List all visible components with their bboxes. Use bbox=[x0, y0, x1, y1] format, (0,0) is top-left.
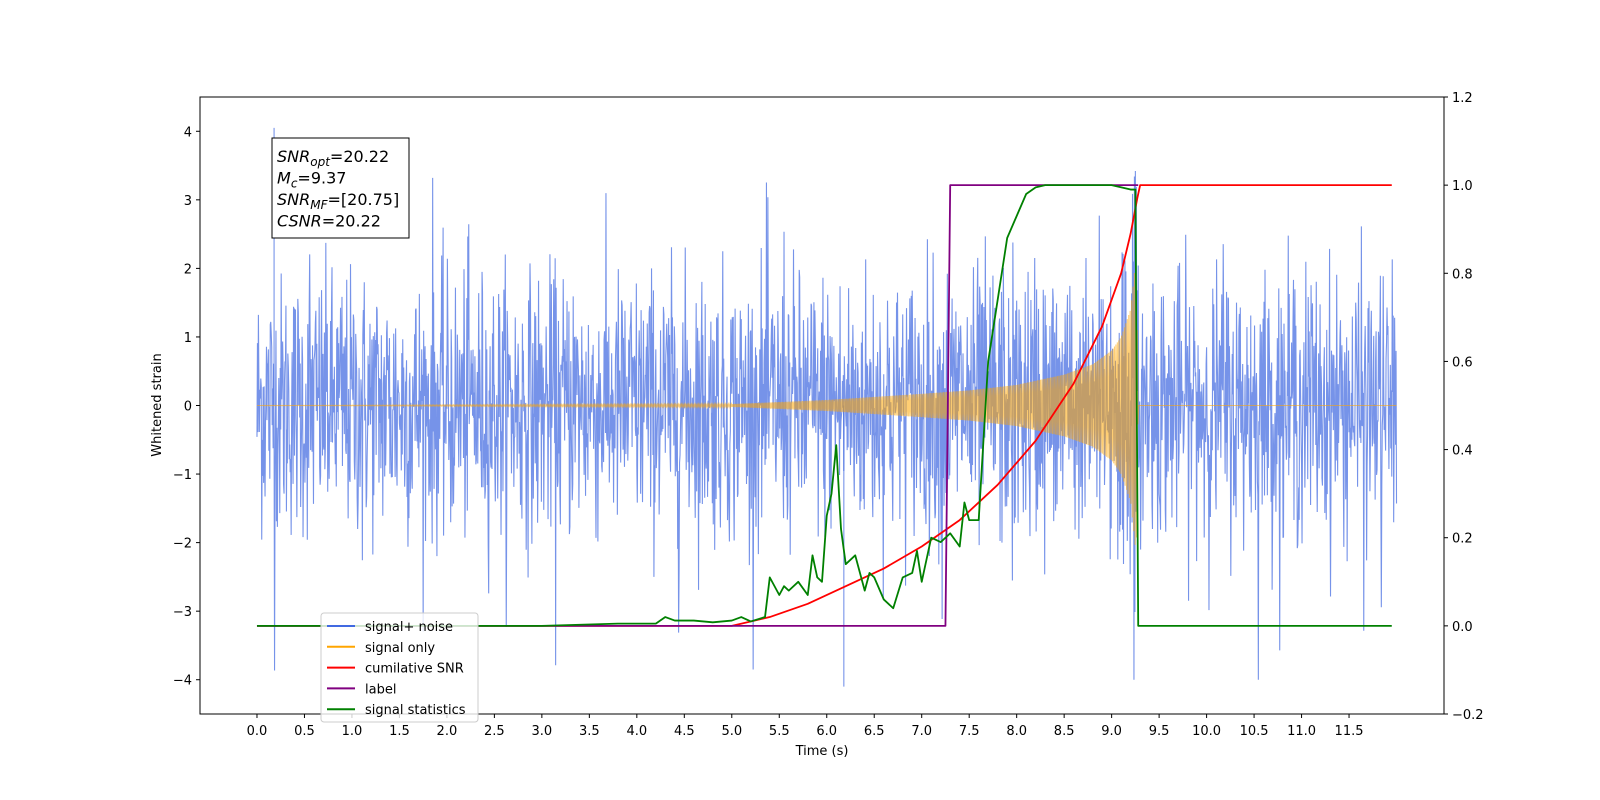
annotation-line: Mc=9.37 bbox=[277, 169, 346, 191]
annotation-frame bbox=[271, 137, 410, 239]
x-axis-label: Time (s) bbox=[795, 744, 849, 759]
y-right-tick-label: 1.0 bbox=[1452, 179, 1473, 194]
legend-item-label: signal only bbox=[365, 641, 435, 656]
x-tick-label: 4.5 bbox=[674, 724, 695, 739]
annotation-line: SNRopt=20.22 bbox=[277, 147, 389, 169]
x-tick-label: 4.0 bbox=[626, 724, 647, 739]
y-tick-label: −2 bbox=[173, 537, 192, 552]
y-tick-label: 1 bbox=[184, 331, 192, 346]
x-tick-label: 5.5 bbox=[769, 724, 790, 739]
x-tick-label: 6.0 bbox=[816, 724, 837, 739]
y-tick-label: 2 bbox=[184, 262, 192, 277]
y-tick-label: −3 bbox=[173, 605, 192, 620]
series-label bbox=[256, 184, 1139, 627]
x-tick-label: 9.5 bbox=[1149, 724, 1170, 739]
series-layer bbox=[256, 127, 1398, 687]
x-tick-label: 10.5 bbox=[1240, 724, 1269, 739]
legend-frame bbox=[320, 612, 479, 723]
y-tick-label: −4 bbox=[173, 674, 192, 689]
x-tick-label: 10.0 bbox=[1192, 724, 1221, 739]
x-tick-label: 0.0 bbox=[247, 724, 268, 739]
y-right-tick-label: 0.2 bbox=[1452, 532, 1473, 547]
x-tick-label: 0.5 bbox=[294, 724, 315, 739]
x-tick-label: 8.5 bbox=[1054, 724, 1075, 739]
y-tick-label: 4 bbox=[184, 125, 192, 140]
legend-item-label: signal+ noise bbox=[365, 620, 453, 635]
x-tick-label: 3.0 bbox=[532, 724, 553, 739]
x-tick-label: 8.0 bbox=[1006, 724, 1027, 739]
y-right-tick-label: −0.2 bbox=[1452, 708, 1484, 723]
series-cumulative-snr bbox=[256, 184, 1392, 627]
legend-item-label: signal statistics bbox=[365, 703, 466, 718]
annotation-line: SNRMF=[20.75] bbox=[277, 190, 399, 212]
y-axis-label: Whitened strain bbox=[150, 353, 165, 456]
y-tick-label: 0 bbox=[184, 400, 192, 415]
annotation-line: CSNR=20.22 bbox=[277, 212, 381, 231]
x-tick-label: 9.0 bbox=[1101, 724, 1122, 739]
y-tick-label: 3 bbox=[184, 194, 192, 209]
y-right-tick-label: 0.8 bbox=[1452, 267, 1473, 282]
x-tick-label: 1.0 bbox=[342, 724, 363, 739]
y-right-tick-label: 0.4 bbox=[1452, 444, 1473, 459]
ticks-layer: 0.0 0.5 1.0 1.5 2.0 2.5 3.0 3.5 4.0 4.5 5.0 5.5 6.0 6… bbox=[173, 91, 1484, 739]
x-tick-label: 3.5 bbox=[579, 724, 600, 739]
legend-item-label: cumilative SNR bbox=[365, 662, 464, 677]
x-tick-label: 6.5 bbox=[864, 724, 885, 739]
legend: signal+ noise signal only cumilative SNR la… bbox=[320, 612, 479, 723]
series-signal-noise bbox=[256, 171, 1398, 680]
series-signal-only bbox=[256, 259, 1397, 545]
x-tick-label: 7.0 bbox=[911, 724, 932, 739]
y-right-tick-label: 1.2 bbox=[1452, 91, 1473, 106]
y-right-tick-label: 0.6 bbox=[1452, 355, 1473, 370]
x-tick-label: 7.5 bbox=[959, 724, 980, 739]
x-tick-label: 5.0 bbox=[721, 724, 742, 739]
x-tick-label: 1.5 bbox=[389, 724, 410, 739]
y-tick-label: −1 bbox=[173, 468, 192, 483]
legend-item-label: label bbox=[365, 682, 396, 697]
x-tick-label: 2.5 bbox=[484, 724, 505, 739]
annotation-box: SNRopt=20.22Mc=9.37SNRMF=[20.75]CSNR=20.… bbox=[271, 137, 410, 239]
x-tick-label: 11.5 bbox=[1335, 724, 1364, 739]
x-tick-label: 2.0 bbox=[437, 724, 458, 739]
y-right-tick-label: 0.0 bbox=[1452, 620, 1473, 635]
x-tick-label: 11.0 bbox=[1287, 724, 1316, 739]
series-signal-statistics bbox=[256, 184, 1392, 627]
